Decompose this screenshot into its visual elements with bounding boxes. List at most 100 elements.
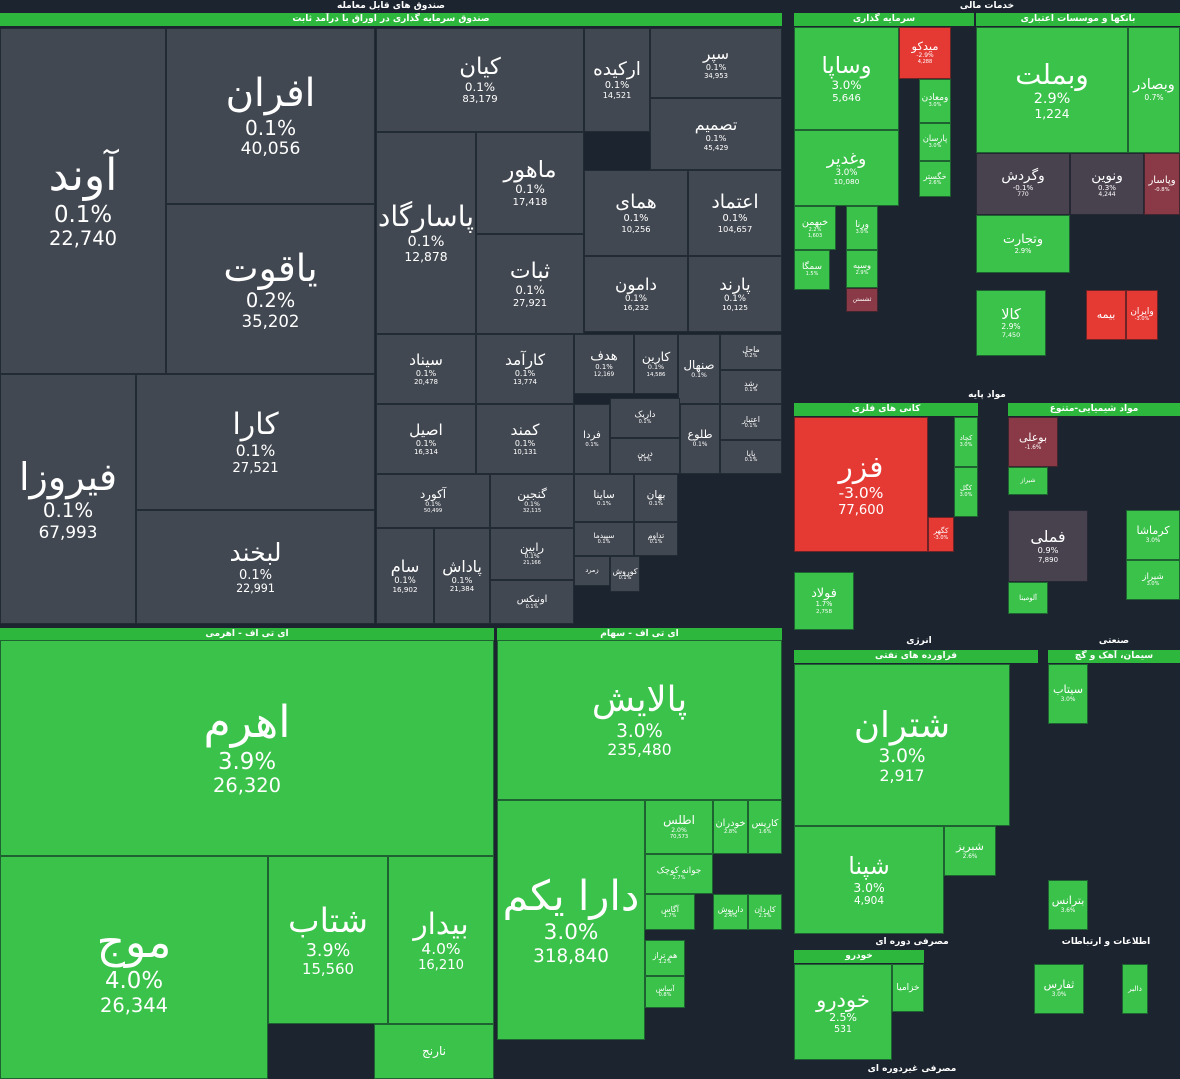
treemap-tile[interactable]: اعتبار 0.1%: [720, 404, 782, 440]
treemap-tile[interactable]: فملی 0.9% 7,890: [1008, 510, 1088, 582]
treemap-tile[interactable]: بهان 0.1%: [634, 474, 678, 522]
treemap-tile[interactable]: آکورد 0.1% 50,499: [376, 474, 490, 528]
treemap-tile[interactable]: پاداش 0.1% 21,384: [434, 528, 490, 624]
treemap-tile[interactable]: وساپا 3.0% 5,646: [794, 27, 899, 130]
treemap-tile[interactable]: كمند 0.1% 10,131: [476, 404, 574, 474]
treemap-tile[interactable]: سیناد 0.1% 20,478: [376, 334, 476, 404]
treemap-tile[interactable]: داریک 0.1%: [610, 398, 680, 438]
treemap-tile[interactable]: وایران -3.0%: [1126, 290, 1158, 340]
treemap-tile[interactable]: شبریز 2.6%: [944, 826, 996, 876]
treemap-tile[interactable]: هم تراز 1.2%: [645, 940, 685, 976]
treemap-tile[interactable]: درین 0.1%: [610, 438, 680, 474]
treemap-tile[interactable]: کگهر -3.0%: [928, 517, 954, 552]
treemap-tile[interactable]: سپر 0.1% 34,953: [650, 28, 782, 98]
treemap-tile[interactable]: گنجین 0.1% 32,115: [490, 474, 574, 528]
treemap-tile[interactable]: کوروش 0.1%: [610, 556, 640, 592]
treemap-tile[interactable]: شپنا 3.0% 4,904: [794, 826, 944, 934]
treemap-tile[interactable]: شیراز 3.0%: [1126, 560, 1180, 600]
treemap-tile[interactable]: کچاد 3.0%: [954, 417, 978, 467]
treemap-tile[interactable]: صنهال 0.1%: [678, 334, 720, 404]
treemap-tile[interactable]: پارند 0.1% 10,125: [688, 256, 782, 332]
treemap-tile[interactable]: پایا 0.1%: [720, 440, 782, 474]
treemap-tile[interactable]: داریوش 2.4%: [713, 894, 748, 930]
treemap-tile[interactable]: بیمه: [1086, 290, 1126, 340]
treemap-tile[interactable]: فیروزا 0.1% 67,993: [0, 374, 136, 624]
treemap-tile[interactable]: فولاد 1.7% 2,758: [794, 572, 854, 630]
treemap-tile[interactable]: کاریس 1.6%: [748, 800, 782, 854]
treemap-tile[interactable]: هدف 0.1% 12,169: [574, 334, 634, 394]
treemap-tile[interactable]: ماهور 0.1% 17,418: [476, 132, 584, 234]
treemap-tile[interactable]: کرماشا 3.0%: [1126, 510, 1180, 560]
treemap-tile[interactable]: طلوع 0.1%: [680, 404, 720, 474]
treemap-tile[interactable]: کگل 3.0%: [954, 467, 978, 517]
treemap-tile[interactable]: بوعلی -1.6%: [1008, 417, 1058, 467]
treemap-tile[interactable]: جوانه کوچک 2.7%: [645, 854, 713, 894]
treemap-tile[interactable]: شیراز: [1008, 467, 1048, 495]
treemap-tile[interactable]: خودرو 2.5% 531: [794, 964, 892, 1060]
treemap-tile[interactable]: دامون 0.1% 16,232: [584, 256, 688, 332]
treemap-tile[interactable]: سپیدما 0.1%: [574, 522, 634, 556]
treemap-tile[interactable]: همای 0.1% 10,256: [584, 170, 688, 256]
treemap-tile[interactable]: کارا 0.1% 27,521: [136, 374, 375, 510]
treemap-tile[interactable]: پارسان 3.0%: [919, 123, 951, 161]
treemap-tile[interactable]: آگاس 1.7%: [645, 894, 695, 930]
treemap-tile[interactable]: خگستر 2.6%: [919, 161, 951, 197]
treemap-tile[interactable]: ومعادن 3.0%: [919, 79, 951, 123]
treemap-tile[interactable]: ونوین 0.3% 4,244: [1070, 153, 1144, 215]
treemap-tile[interactable]: نارنج: [374, 1024, 494, 1079]
treemap-tile[interactable]: وپاسار -0.8%: [1144, 153, 1180, 215]
treemap-tile[interactable]: شتران 3.0% 2,917: [794, 664, 1010, 826]
treemap-tile[interactable]: اهرم 3.9% 26,320: [0, 640, 494, 856]
treemap-tile[interactable]: رابین 0.1% 21,166: [490, 528, 574, 580]
treemap-tile[interactable]: سام 0.1% 16,902: [376, 528, 434, 624]
treemap-tile[interactable]: موج 4.0% 26,344: [0, 856, 268, 1079]
treemap-tile[interactable]: وتجارت 2.9%: [976, 215, 1070, 273]
treemap-tile[interactable]: کارین 0.1% 14,586: [634, 334, 678, 394]
treemap-tile[interactable]: ثشستن: [846, 288, 878, 312]
treemap-tile[interactable]: ثبات 0.1% 27,921: [476, 234, 584, 334]
treemap-tile[interactable]: کیان 0.1% 83,179: [376, 28, 584, 132]
treemap-tile[interactable]: اونیکس 0.1%: [490, 580, 574, 624]
treemap-tile[interactable]: پالایش 3.0% 235,480: [497, 640, 782, 800]
treemap-tile[interactable]: دارا یکم 3.0% 318,840: [497, 800, 645, 1040]
treemap-tile[interactable]: ورنا 3.0%: [846, 206, 878, 250]
treemap-tile[interactable]: دالبر: [1122, 964, 1148, 1014]
treemap-tile[interactable]: بیدار 4.0% 16,210: [388, 856, 494, 1024]
treemap-tile[interactable]: پاسارگاد 0.1% 12,878: [376, 132, 476, 334]
treemap-tile[interactable]: خزامیا: [892, 964, 924, 1012]
treemap-tile[interactable]: افران 0.1% 40,056: [166, 28, 375, 204]
treemap-tile[interactable]: وسپه 2.9%: [846, 250, 878, 288]
treemap-tile[interactable]: رشد 0.1%: [720, 370, 782, 404]
treemap-tile[interactable]: اصیل 0.1% 16,314: [376, 404, 476, 474]
treemap-tile[interactable]: خودران 2.8%: [713, 800, 748, 854]
treemap-tile[interactable]: وگردش -0.1% 770: [976, 153, 1070, 215]
treemap-tile[interactable]: تداوم 0.1%: [634, 522, 678, 556]
treemap-tile[interactable]: آلومینا: [1008, 582, 1048, 614]
treemap-tile[interactable]: آوند 0.1% 22,740: [0, 28, 166, 374]
treemap-tile[interactable]: آساس 0.8%: [645, 976, 685, 1008]
treemap-tile[interactable]: فزر -3.0% 77,600: [794, 417, 928, 552]
treemap-tile[interactable]: خبهمن 2.2% 1,603: [794, 206, 836, 250]
treemap-tile[interactable]: یاقوت 0.2% 35,202: [166, 204, 375, 374]
treemap-tile[interactable]: اعتماد 0.1% 104,657: [688, 170, 782, 256]
treemap-tile[interactable]: تصمیم 0.1% 45,429: [650, 98, 782, 170]
treemap-tile[interactable]: میدکو -2.9% 4,288: [899, 27, 951, 79]
treemap-tile[interactable]: كارآمد 0.1% 13,774: [476, 334, 574, 404]
treemap-tile[interactable]: ثفارس 3.0%: [1034, 964, 1084, 1014]
treemap-tile[interactable]: کالا 2.9% 7,450: [976, 290, 1046, 356]
treemap-tile[interactable]: بترانس 3.6%: [1048, 880, 1088, 930]
treemap-tile[interactable]: زمرد: [574, 556, 610, 586]
treemap-tile[interactable]: کاردان 2.1%: [748, 894, 782, 930]
treemap-tile[interactable]: سمگا 1.5%: [794, 250, 830, 290]
treemap-tile[interactable]: وبصادر 0.7%: [1128, 27, 1180, 153]
treemap-tile[interactable]: فردا 0.1%: [574, 404, 610, 474]
treemap-tile[interactable]: شتاب 3.9% 15,560: [268, 856, 388, 1024]
treemap-tile[interactable]: اركیده 0.1% 14,521: [584, 28, 650, 132]
treemap-tile[interactable]: اطلس 2.0% 70,573: [645, 800, 713, 854]
treemap-tile[interactable]: ماحل 0.2%: [720, 334, 782, 370]
treemap-tile[interactable]: لبخند 0.1% 22,991: [136, 510, 375, 624]
treemap-tile[interactable]: وغدیر 3.0% 10,080: [794, 130, 899, 206]
treemap-tile[interactable]: ساینا 0.1%: [574, 474, 634, 522]
treemap-tile[interactable]: وبملت 2.9% 1,224: [976, 27, 1128, 153]
treemap-tile[interactable]: سیتاب 3.0%: [1048, 664, 1088, 724]
